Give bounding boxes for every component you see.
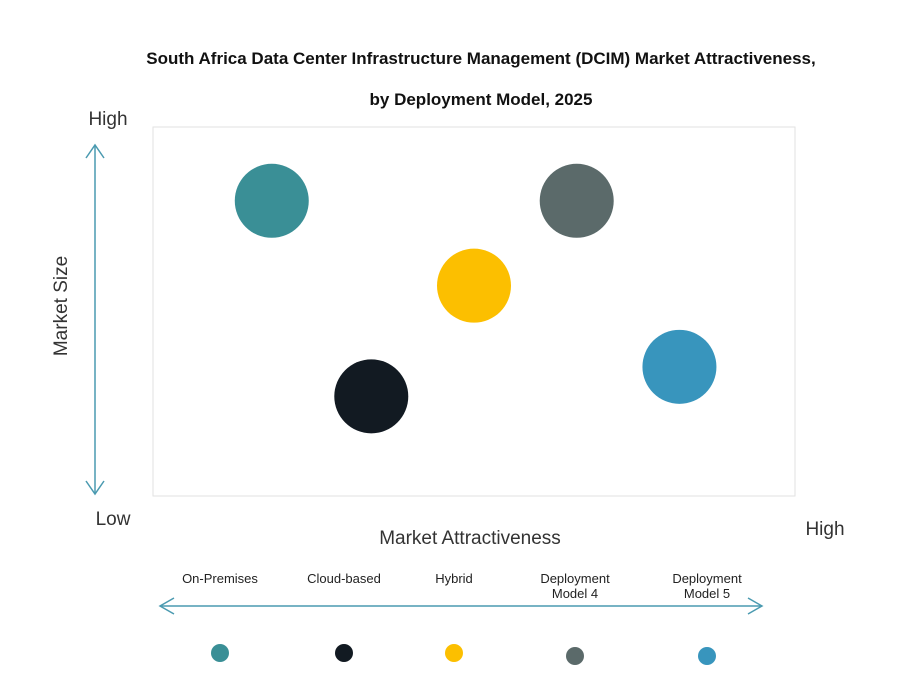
y-high-label: High — [88, 109, 127, 130]
bubble-on-premises — [234, 163, 309, 238]
legend-label: On-Premises — [182, 571, 258, 586]
legend-label: Hybrid — [435, 571, 473, 586]
x-low-label: Low — [96, 509, 131, 530]
legend-label: Cloud-based — [307, 571, 381, 586]
chart-subtitle: by Deployment Model, 2025 — [370, 90, 593, 109]
y-axis-label: Market Size — [51, 256, 72, 356]
legend-swatch — [335, 644, 353, 662]
x-axis-label: Market Attractiveness — [379, 528, 561, 549]
legend-label: Model 4 — [552, 586, 598, 601]
bubble-deployment-model-4 — [539, 163, 614, 238]
plot-area — [152, 126, 796, 497]
legend-label: Deployment — [672, 571, 742, 586]
bubble-cloud-based — [334, 359, 409, 434]
legend-swatch — [445, 644, 463, 662]
legend-swatch — [211, 644, 229, 662]
legend-arrow — [158, 597, 764, 615]
bubble-hybrid — [437, 248, 511, 323]
legend-label: Model 5 — [684, 586, 730, 601]
bubble-deployment-model-5 — [642, 329, 717, 404]
legend-swatch — [698, 647, 716, 665]
x-high-label: High — [805, 519, 844, 540]
chart-title: South Africa Data Center Infrastructure … — [146, 49, 815, 68]
legend-label: Deployment — [540, 571, 610, 586]
y-axis-arrow — [85, 143, 105, 496]
legend-swatch — [566, 647, 584, 665]
